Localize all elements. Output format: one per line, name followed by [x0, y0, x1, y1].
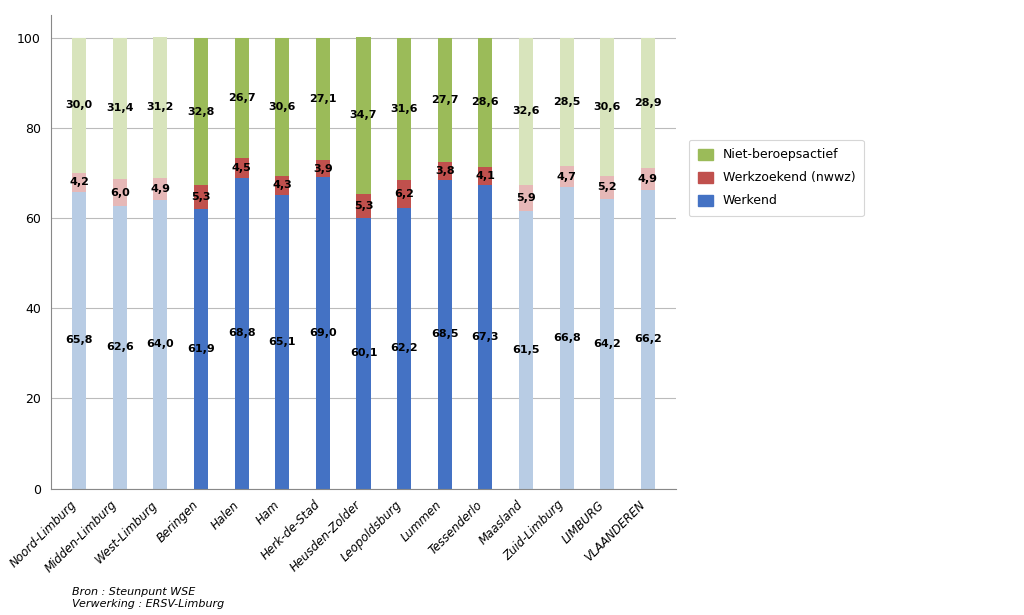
Bar — [113, 179, 127, 206]
Bar — [559, 166, 573, 188]
Text: 31,4: 31,4 — [106, 103, 133, 113]
Text: 4,9: 4,9 — [638, 174, 657, 184]
Text: 30,6: 30,6 — [594, 101, 621, 111]
Bar — [559, 38, 573, 166]
Bar — [600, 175, 614, 199]
Text: 65,8: 65,8 — [66, 335, 93, 345]
Bar — [72, 192, 86, 488]
Text: 31,2: 31,2 — [146, 103, 174, 113]
Bar — [194, 186, 208, 209]
Bar — [315, 177, 330, 488]
Bar — [356, 37, 371, 194]
Text: 30,0: 30,0 — [66, 100, 93, 110]
Text: 67,3: 67,3 — [472, 332, 499, 342]
Text: 4,5: 4,5 — [231, 163, 252, 173]
Bar — [113, 206, 127, 488]
Bar — [356, 218, 371, 488]
Text: 6,0: 6,0 — [110, 188, 130, 197]
Text: 5,3: 5,3 — [191, 192, 211, 202]
Text: 4,3: 4,3 — [272, 180, 292, 190]
Text: 27,1: 27,1 — [309, 93, 337, 104]
Text: 61,9: 61,9 — [187, 344, 215, 354]
Bar — [641, 190, 655, 488]
Text: 5,3: 5,3 — [353, 200, 374, 210]
Text: 26,7: 26,7 — [227, 93, 255, 103]
Bar — [559, 188, 573, 488]
Bar — [641, 168, 655, 190]
Bar — [519, 211, 534, 488]
Text: 3,9: 3,9 — [313, 164, 333, 173]
Bar — [194, 209, 208, 488]
Bar — [154, 178, 168, 200]
Legend: Niet-beroepsactief, Werkzoekend (nwwz), Werkend: Niet-beroepsactief, Werkzoekend (nwwz), … — [689, 140, 864, 216]
Bar — [356, 194, 371, 218]
Bar — [234, 158, 249, 178]
Bar — [234, 38, 249, 158]
Text: 28,5: 28,5 — [553, 97, 581, 107]
Text: 4,2: 4,2 — [70, 177, 89, 188]
Text: 64,0: 64,0 — [146, 339, 174, 349]
Text: Bron : Steunpunt WSE
Verwerking : ERSV-Limburg: Bron : Steunpunt WSE Verwerking : ERSV-L… — [72, 587, 224, 609]
Text: 5,9: 5,9 — [516, 193, 536, 203]
Text: 64,2: 64,2 — [593, 339, 622, 349]
Bar — [519, 38, 534, 184]
Bar — [600, 38, 614, 175]
Text: 32,6: 32,6 — [512, 106, 540, 116]
Bar — [397, 180, 412, 208]
Bar — [72, 173, 86, 192]
Bar — [437, 162, 452, 180]
Text: 27,7: 27,7 — [431, 95, 459, 105]
Bar — [437, 38, 452, 162]
Text: 3,8: 3,8 — [435, 166, 455, 176]
Text: 65,1: 65,1 — [268, 337, 296, 347]
Bar — [113, 38, 127, 179]
Bar — [315, 38, 330, 160]
Bar — [478, 185, 493, 488]
Text: 4,7: 4,7 — [557, 172, 577, 181]
Text: 4,1: 4,1 — [475, 171, 496, 181]
Bar — [315, 160, 330, 177]
Bar — [478, 167, 493, 185]
Bar — [397, 208, 412, 488]
Bar — [154, 37, 168, 178]
Text: 61,5: 61,5 — [512, 345, 540, 355]
Text: 28,9: 28,9 — [634, 98, 662, 108]
Text: 32,8: 32,8 — [187, 106, 215, 116]
Text: 69,0: 69,0 — [309, 328, 337, 338]
Bar — [275, 175, 290, 195]
Bar — [154, 200, 168, 488]
Bar — [641, 38, 655, 168]
Text: 4,9: 4,9 — [151, 184, 170, 194]
Bar — [234, 178, 249, 488]
Text: 60,1: 60,1 — [350, 348, 377, 358]
Text: 5,2: 5,2 — [597, 182, 617, 192]
Bar — [72, 38, 86, 173]
Bar — [519, 184, 534, 211]
Bar — [275, 195, 290, 488]
Text: 34,7: 34,7 — [350, 110, 377, 121]
Bar — [600, 199, 614, 488]
Bar — [437, 180, 452, 488]
Bar — [194, 38, 208, 186]
Text: 68,5: 68,5 — [431, 329, 459, 339]
Text: 68,8: 68,8 — [227, 328, 255, 338]
Text: 66,2: 66,2 — [634, 335, 662, 344]
Bar — [397, 38, 412, 180]
Text: 31,6: 31,6 — [390, 104, 418, 114]
Text: 6,2: 6,2 — [394, 189, 414, 199]
Bar — [275, 38, 290, 175]
Text: 62,2: 62,2 — [390, 343, 418, 354]
Text: 30,6: 30,6 — [268, 101, 296, 111]
Text: 28,6: 28,6 — [472, 97, 500, 107]
Text: 62,6: 62,6 — [105, 343, 134, 352]
Text: 66,8: 66,8 — [553, 333, 581, 343]
Bar — [478, 38, 493, 167]
